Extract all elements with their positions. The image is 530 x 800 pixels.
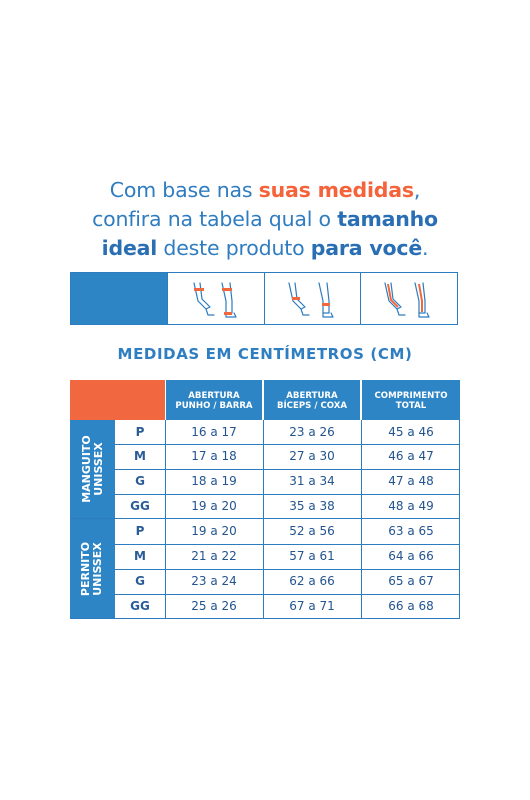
grid-line [165, 420, 166, 619]
grid-line [70, 518, 460, 519]
icon-row-blue-block [71, 273, 168, 324]
length-measure-icon [384, 281, 430, 318]
value-cell: 31 a 34 [289, 474, 335, 488]
headline-text: Com base nas [109, 178, 259, 202]
headline-text: . [422, 236, 429, 260]
group-label-text: MANGUITO UNISSEX [79, 435, 105, 503]
grid-line [115, 444, 460, 445]
headline-highlight: suas medidas [258, 178, 414, 202]
wrist-measure-icon [193, 281, 237, 318]
value-cell: 19 a 20 [191, 524, 237, 538]
value-cell: 47 a 48 [388, 474, 434, 488]
value-cell: 21 a 22 [191, 549, 237, 563]
grid-line [115, 569, 460, 570]
header-label: ABERTURA [188, 391, 240, 401]
table-row: GG 25 a 26 67 a 71 66 a 68 [115, 594, 460, 618]
table-row: M 21 a 22 57 a 61 64 a 66 [115, 544, 460, 568]
grid-line [115, 494, 460, 495]
header-label: BÍCEPS / COXA [276, 401, 348, 411]
table-subtitle: MEDIDAS EM CENTÍMETROS (CM) [117, 345, 413, 363]
value-cell: 19 a 20 [191, 499, 237, 513]
headline-text: confira na tabela qual o [92, 207, 338, 231]
group-label-text: PERNITO UNISSEX [79, 541, 105, 597]
table-row: G 23 a 24 62 a 66 65 a 67 [115, 569, 460, 593]
biceps-measure-icon [287, 281, 334, 318]
size-table: ABERTURA PUNHO / BARRA ABERTURA BÍCEPS / C… [70, 380, 460, 619]
value-cell: 16 a 17 [191, 425, 237, 439]
table-row: P 16 a 17 23 a 26 45 a 46 [115, 420, 460, 444]
value-cell: 52 a 56 [289, 524, 335, 538]
table-row: M 17 a 18 27 a 30 46 a 47 [115, 444, 460, 468]
value-cell: 27 a 30 [289, 449, 335, 463]
grid-line [459, 420, 460, 619]
grid-line [115, 469, 460, 470]
value-cell: 35 a 38 [289, 499, 335, 513]
table-row: GG 19 a 20 35 a 38 48 a 49 [115, 494, 460, 518]
table-row: G 18 a 19 31 a 34 47 a 48 [115, 469, 460, 493]
value-cell: 23 a 24 [191, 574, 237, 588]
headline-line-3: ideal deste produto para você. [0, 234, 530, 263]
grid-line [263, 420, 264, 619]
wrist-measure-cell [168, 273, 265, 324]
size-label: GG [130, 499, 150, 513]
value-cell: 17 a 18 [191, 449, 237, 463]
value-cell: 45 a 46 [388, 425, 434, 439]
value-cell: 66 a 68 [388, 599, 434, 613]
header-label: TOTAL [395, 401, 427, 411]
headline-line-1: Com base nas suas medidas, [0, 176, 530, 205]
headline-emphasis: ideal [101, 236, 158, 260]
size-label: M [134, 449, 146, 463]
value-cell: 62 a 66 [289, 574, 335, 588]
value-cell: 18 a 19 [191, 474, 237, 488]
grid-line [115, 544, 460, 545]
measurement-icons-row [70, 272, 458, 325]
value-cell: 57 a 61 [289, 549, 335, 563]
size-label: P [135, 425, 145, 439]
headline-emphasis: para você [310, 236, 423, 260]
grid-line [70, 618, 460, 619]
size-label: G [135, 474, 145, 488]
size-label: GG [130, 599, 150, 613]
header-label: COMPRIMENTO [374, 391, 448, 401]
value-cell: 65 a 67 [388, 574, 434, 588]
header-biceps: ABERTURA BÍCEPS / COXA [264, 380, 360, 420]
header-label: PUNHO / BARRA [175, 401, 253, 411]
value-cell: 46 a 47 [388, 449, 434, 463]
value-cell: 63 a 65 [388, 524, 434, 538]
biceps-measure-cell [265, 273, 362, 324]
group-label-pernito: PERNITO UNISSEX [70, 519, 115, 619]
group-label-manguito: MANGUITO UNISSEX [70, 420, 115, 518]
grid-line [361, 420, 362, 619]
value-cell: 48 a 49 [388, 499, 434, 513]
value-cell: 67 a 71 [289, 599, 335, 613]
size-label: P [135, 524, 145, 538]
header-label: ABERTURA [286, 391, 338, 401]
value-cell: 25 a 26 [191, 599, 237, 613]
header-wrist: ABERTURA PUNHO / BARRA [166, 380, 262, 420]
headline-text: deste produto [157, 236, 311, 260]
headline-emphasis: tamanho [337, 207, 438, 231]
headline-line-2: confira na tabela qual o tamanho [0, 205, 530, 234]
length-measure-cell [361, 273, 457, 324]
header-corner [70, 380, 165, 420]
value-cell: 23 a 26 [289, 425, 335, 439]
table-row: P 19 a 20 52 a 56 63 a 65 [115, 519, 460, 543]
headline: Com base nas suas medidas, confira na ta… [0, 176, 530, 263]
header-length: COMPRIMENTO TOTAL [362, 380, 460, 420]
headline-text: , [413, 178, 421, 202]
size-label: G [135, 574, 145, 588]
grid-line [115, 594, 460, 595]
value-cell: 64 a 66 [388, 549, 434, 563]
size-label: M [134, 549, 146, 563]
